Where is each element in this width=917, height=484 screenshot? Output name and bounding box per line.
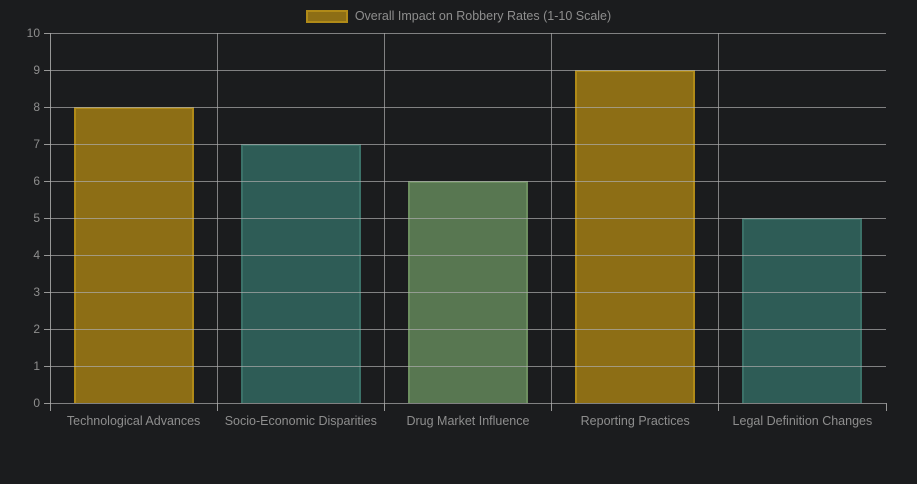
gridline-horizontal	[50, 32, 886, 34]
y-axis-tick	[44, 32, 50, 34]
x-axis-tick	[383, 403, 385, 411]
bar-technological-advances[interactable]	[73, 107, 194, 403]
y-axis-tick	[44, 217, 50, 219]
y-axis-tick	[44, 254, 50, 256]
y-axis-tick	[44, 143, 50, 145]
gridline-vertical	[383, 33, 385, 403]
x-category-label: Socio-Economic Disparities	[224, 414, 377, 428]
y-tick-label: 7	[33, 137, 40, 151]
y-axis-tick	[44, 328, 50, 330]
y-axis-tick	[44, 365, 50, 367]
gridline-vertical	[551, 33, 553, 403]
y-axis-tick	[44, 106, 50, 108]
x-axis-tick	[551, 403, 553, 411]
legend-swatch-icon	[305, 9, 348, 23]
gridline-horizontal	[50, 69, 886, 71]
gridline-vertical	[216, 33, 218, 403]
x-category-label: Reporting Practices	[580, 414, 690, 428]
y-tick-label: 3	[33, 285, 40, 299]
bar-socio-economic-disparities[interactable]	[240, 144, 361, 403]
y-tick-label: 2	[33, 322, 40, 336]
y-axis-tick	[44, 291, 50, 293]
gridline-vertical	[718, 33, 720, 403]
y-tick-label: 4	[33, 248, 40, 262]
x-axis-tick	[216, 403, 218, 411]
y-axis-tick	[44, 402, 50, 404]
x-category-label: Technological Advances	[66, 414, 201, 428]
legend-label: Overall Impact on Robbery Rates (1-10 Sc…	[354, 9, 612, 23]
bar-reporting-practices[interactable]	[575, 70, 696, 403]
y-tick-label: 6	[33, 174, 40, 188]
legend[interactable]: Overall Impact on Robbery Rates (1-10 Sc…	[0, 9, 917, 23]
y-axis-tick	[44, 180, 50, 182]
y-tick-label: 8	[33, 100, 40, 114]
y-tick-label: 5	[33, 211, 40, 225]
x-category-label: Drug Market Influence	[406, 414, 530, 428]
x-axis-tick	[718, 403, 720, 411]
x-axis-tick	[885, 403, 887, 411]
x-category-label: Legal Definition Changes	[732, 414, 873, 428]
y-axis-line	[49, 33, 51, 411]
y-tick-label: 10	[26, 26, 40, 40]
y-tick-label: 9	[33, 63, 40, 77]
bar-legal-definition-changes[interactable]	[742, 218, 863, 403]
bar-drug-market-influence[interactable]	[408, 181, 528, 403]
y-axis-tick	[44, 69, 50, 71]
y-tick-label: 1	[33, 359, 40, 373]
y-tick-label: 0	[33, 396, 40, 410]
